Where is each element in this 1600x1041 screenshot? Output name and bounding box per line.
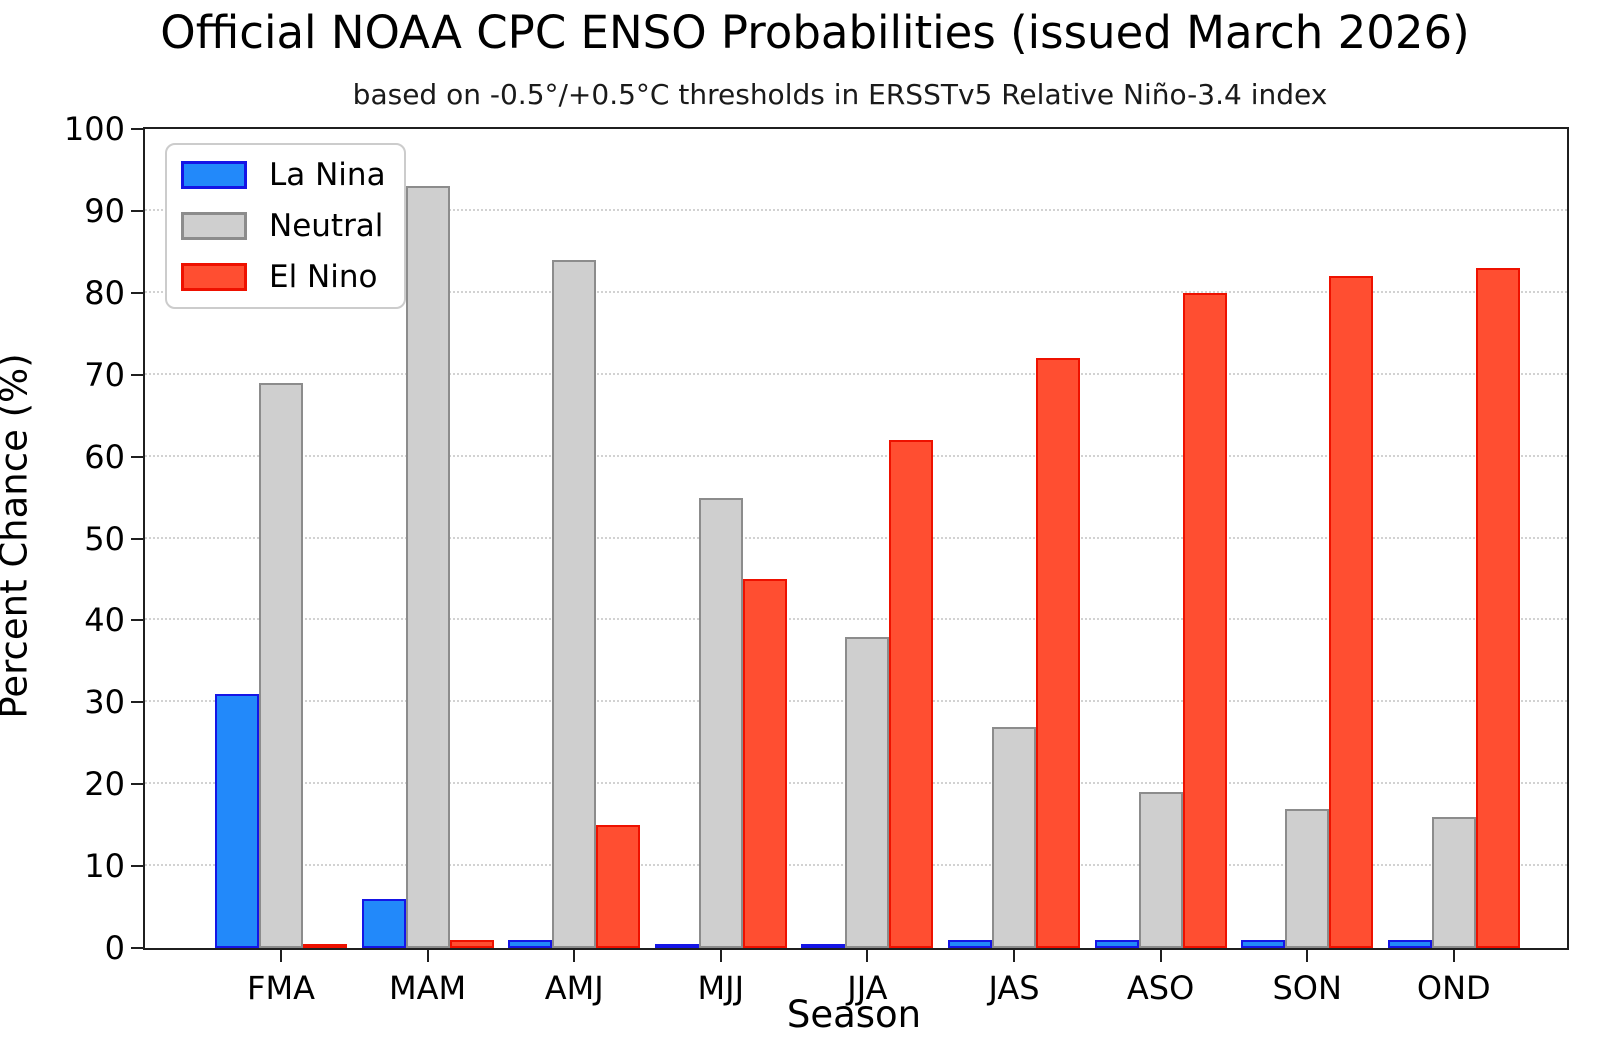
gridline-90: [145, 208, 1567, 211]
chart-title: Official NOAA CPC ENSO Probabilities (is…: [160, 6, 1470, 59]
x-tick-son: [1306, 950, 1309, 962]
x-tick-label-jja: JJA: [847, 969, 888, 1007]
bar-la-nina-amj: [508, 939, 553, 948]
bar-la-nina-jja: [801, 944, 846, 948]
x-tick-amj: [573, 950, 576, 962]
y-axis-label: Percent Chance (%): [0, 353, 36, 719]
y-tick-100: [131, 128, 143, 130]
legend-label-el-nino: El Nino: [269, 259, 378, 295]
x-tick-label-mam: MAM: [389, 969, 467, 1007]
x-tick-label-ond: OND: [1416, 969, 1491, 1007]
x-tick-jas: [1013, 950, 1015, 962]
y-tick-label-70: 70: [84, 355, 125, 394]
legend-item-el-nino: El Nino: [181, 259, 386, 295]
bar-el-nino-mjj: [742, 579, 787, 948]
y-tick-label-40: 40: [84, 601, 125, 640]
plot-area: La Nina Neutral El Nino 0 10 20 30 40 50 60 70 80 9…: [64, 113, 1569, 1006]
x-tick-jja: [866, 950, 869, 962]
x-axis-label: Season: [786, 993, 922, 1036]
bar-el-nino-ond: [1475, 268, 1520, 948]
legend-swatch-el-nino: [181, 263, 247, 291]
bar-neutral-jja: [845, 636, 890, 948]
y-tick-70: [131, 373, 143, 376]
y-tick-label-20: 20: [84, 765, 125, 804]
y-tick-30: [131, 701, 143, 704]
y-tick-label-50: 50: [84, 519, 125, 558]
y-tick-label-80: 80: [84, 273, 125, 312]
y-tick-40: [131, 619, 143, 622]
y-tick-label-60: 60: [84, 437, 125, 476]
y-tick-label-90: 90: [84, 191, 125, 230]
bar-neutral-son: [1285, 808, 1330, 948]
x-tick-ond: [1452, 950, 1455, 962]
x-tick-mjj: [719, 950, 722, 962]
y-tick-20: [131, 783, 143, 786]
bar-neutral-aso: [1138, 792, 1183, 948]
legend-swatch-neutral: [181, 212, 247, 240]
x-tick-label-amj: AMJ: [544, 969, 604, 1007]
y-tick-0: [131, 947, 143, 949]
x-tick-aso: [1159, 950, 1162, 962]
bar-el-nino-fma: [303, 944, 347, 948]
bar-neutral-mam: [405, 186, 450, 948]
legend-label-neutral: Neutral: [269, 208, 384, 244]
x-tick-label-jas: JAS: [988, 969, 1040, 1007]
bar-neutral-jas: [992, 726, 1036, 948]
gridline-50: [145, 536, 1567, 539]
gridline-60: [145, 454, 1567, 457]
bar-la-nina-aso: [1094, 939, 1139, 948]
bar-la-nina-fma: [215, 694, 259, 948]
bar-el-nino-mam: [449, 939, 494, 948]
y-tick-label-0: 0: [104, 929, 125, 967]
x-tick-mam: [426, 950, 429, 962]
x-tick-label-fma: FMA: [247, 969, 315, 1007]
bar-la-nina-son: [1241, 939, 1286, 948]
legend: La Nina Neutral El Nino: [165, 143, 406, 309]
legend-item-la-nina: La Nina: [181, 157, 386, 193]
gridline-80: [145, 290, 1567, 293]
x-tick-fma: [280, 950, 282, 962]
y-tick-50: [131, 537, 143, 540]
y-tick-label-10: 10: [84, 847, 125, 886]
bar-neutral-ond: [1431, 816, 1476, 948]
y-tick-10: [131, 865, 143, 868]
bar-la-nina-mam: [361, 898, 406, 948]
bar-el-nino-aso: [1182, 292, 1227, 948]
y-tick-80: [131, 291, 143, 294]
y-tick-label-30: 30: [84, 683, 125, 722]
bar-el-nino-amj: [596, 825, 641, 948]
y-tick-90: [131, 209, 143, 212]
legend-label-la-nina: La Nina: [269, 157, 386, 193]
bar-el-nino-jas: [1036, 358, 1080, 948]
x-tick-label-mjj: MJJ: [697, 969, 745, 1007]
x-tick-label-son: SON: [1272, 969, 1342, 1007]
gridline-40: [145, 618, 1567, 621]
y-tick-label-100: 100: [63, 110, 125, 148]
bar-el-nino-jja: [889, 440, 934, 948]
y-tick-60: [131, 455, 143, 458]
bar-la-nina-ond: [1387, 939, 1432, 948]
bar-neutral-mjj: [698, 497, 743, 948]
bar-el-nino-son: [1329, 276, 1374, 948]
legend-item-neutral: Neutral: [181, 208, 386, 244]
bar-neutral-fma: [259, 382, 303, 948]
x-tick-label-aso: ASO: [1126, 969, 1195, 1007]
bar-la-nina-jas: [948, 939, 992, 948]
bar-neutral-amj: [552, 260, 597, 948]
chart-subtitle: based on -0.5°/+0.5°C thresholds in ERSS…: [352, 78, 1328, 111]
bar-la-nina-mjj: [654, 944, 699, 948]
legend-swatch-la-nina: [181, 161, 247, 189]
gridline-70: [145, 372, 1567, 375]
